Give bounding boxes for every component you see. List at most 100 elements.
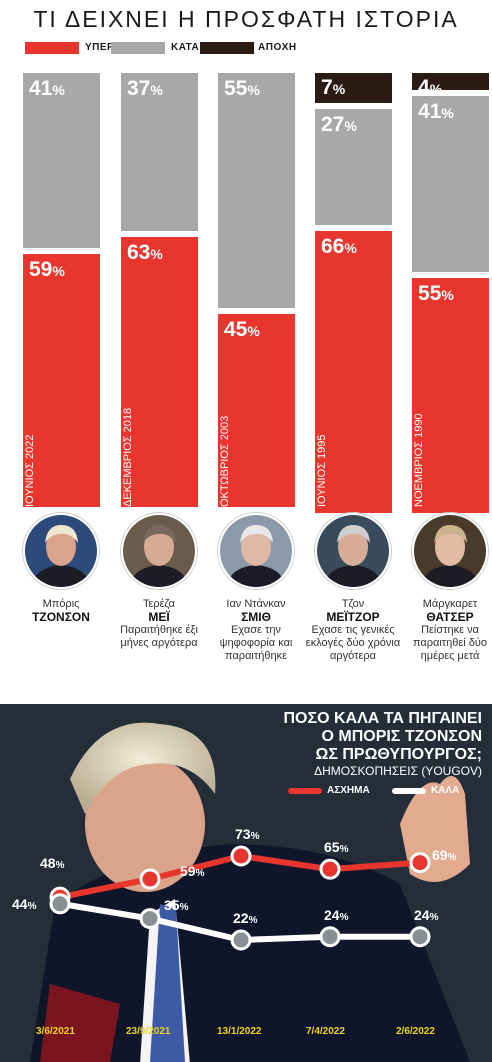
bar-value-percent: %: [247, 82, 260, 98]
panel-title-line-3: ΩΣ ΠΡΩΘΥΠΟΥΡΓΟΣ;: [315, 746, 483, 763]
person-first-name: Τερέζα: [142, 598, 176, 610]
bar-value-label: 55%: [418, 282, 454, 307]
person-last-name: ΜΕΪ: [148, 610, 170, 624]
person-caption: Τζον ΜΕΪΤΖΟΡ Εχασε τις γενικές εκλογές δύο…: [305, 598, 401, 663]
point-good: [230, 929, 252, 951]
point-value-percent: %: [447, 851, 457, 863]
bar-value-number: 63: [127, 241, 151, 265]
point-bad: [319, 858, 341, 880]
bar-date-label: ΙΟΥΝΙΟΣ 2022: [24, 434, 36, 507]
bar-value-percent: %: [344, 239, 357, 256]
point-value-number: 35: [164, 896, 180, 913]
point-value-percent: %: [250, 831, 260, 842]
legend-swatch-abstain: [200, 42, 254, 54]
bar-segment-no: 55%: [218, 73, 295, 309]
person-last-name: ΘΑΤΣΕΡ: [426, 610, 474, 624]
legend-label-no: ΚΑΤΑ: [171, 42, 200, 53]
bar-value-percent: %: [441, 105, 454, 122]
bar-value-percent: %: [247, 323, 260, 340]
bar-value-label: 41%: [29, 77, 65, 102]
bar-value-number: 7: [321, 76, 333, 99]
person-note: Εχασε τις γενικές εκλογές δύο χρόνια αργ…: [305, 624, 401, 662]
point-value-percent: %: [248, 915, 258, 926]
point-value-percent: %: [339, 844, 349, 856]
point-value-percent: %: [179, 901, 189, 913]
panel-subtitle: ΔΗΜΟΣΚΟΠΗΣΕΙΣ (YOUGOV): [314, 764, 482, 778]
legend-swatch-good: [392, 788, 426, 794]
history-chart-panel: ΤΙ ΔΕΙΧΝΕΙ Η ΠΡΟΣΦΑΤΗ ΙΣΤΟΡΙΑ ΥΠΕΡ ΚΑΤΑ …: [13, 6, 492, 663]
point-good: [139, 908, 161, 930]
bar-value-label: 37%: [127, 77, 163, 102]
person-caption: Ιαν Ντάνκαν ΣΜΙΘ Εχασε την ψηφοφορία και π…: [208, 598, 304, 663]
bar-value-percent: %: [332, 81, 346, 97]
bar-segment-yes: 59%: [23, 254, 100, 507]
point-value-number: 24: [414, 906, 430, 923]
bar-date-label: ΙΟΥΝΙΟΣ 1995: [316, 434, 328, 507]
point-value-number: 59: [180, 863, 196, 880]
point-bad: [409, 852, 431, 874]
point-value-label: 48%: [40, 855, 64, 871]
bar-segment-yes: 63%: [121, 237, 198, 507]
point-value-label: 59%: [180, 863, 204, 879]
person-caption: Μάργκαρετ ΘΑΤΣΕΡ Πείστηκε να παραιτηθεί δύ…: [402, 598, 492, 663]
point-value-number: 65: [324, 839, 340, 856]
bar-date-label: ΔΕΚΕΜΒΡΙΟΣ 2018: [122, 407, 134, 507]
person-last-name: ΣΜΙΘ: [241, 610, 271, 624]
point-value-number: 22: [233, 910, 249, 926]
portrait-photo: [412, 513, 488, 589]
bar-segment-yes: 66%: [315, 230, 392, 513]
person-caption: Τερέζα ΜΕΪ Παραιτήθηκε έξι μήνες αργότερα: [111, 598, 207, 650]
point-value-percent: %: [195, 868, 205, 880]
x-axis-date-label: 2/6/2022: [396, 1026, 435, 1037]
bar-value-label: 66%: [321, 235, 357, 260]
bar-value-percent: %: [52, 82, 65, 98]
bar-value-number: 41: [418, 100, 442, 124]
legend-label-yes: ΥΠΕΡ: [85, 42, 115, 53]
bar-value-percent: %: [344, 117, 357, 134]
x-axis-date-label: 23/9/2021: [126, 1026, 171, 1037]
point-value-number: 24: [324, 906, 340, 923]
line-legend: ΑΣΧΗΜΑ ΚΑΛΑ: [282, 785, 482, 799]
line-plot: [49, 845, 431, 951]
bar-value-percent: %: [429, 81, 443, 97]
bar-column: 41% 59% ΙΟΥΝΙΟΣ 2022: [23, 73, 100, 513]
bar-segment-no: 37%: [121, 73, 198, 232]
bar-value-label: 7%: [321, 76, 345, 101]
bar-value-number: 4: [418, 76, 430, 99]
bar-value-number: 66: [321, 234, 345, 258]
panel-title-line-2: Ο ΜΠΟΡΙΣ ΤΖΟΝΣΟΝ: [321, 728, 482, 745]
x-axis-date-label: 13/1/2022: [217, 1026, 262, 1037]
bar-value-number: 45: [224, 318, 248, 342]
portrait-photo: [218, 513, 294, 589]
person-first-name: Ιαν Ντάνκαν: [226, 598, 286, 610]
bar-value-label: 63%: [127, 241, 163, 266]
point-value-label: 35%: [164, 897, 188, 913]
point-value-number: 48: [40, 855, 56, 872]
point-value-percent: %: [55, 860, 65, 872]
person-first-name: Τζον: [341, 598, 365, 610]
point-value-label: 22%: [233, 910, 257, 926]
background-photo: [0, 704, 492, 1062]
bar-value-number: 41: [29, 77, 53, 100]
bar-column: 37% 63% ΔΕΚΕΜΒΡΙΟΣ 2018: [121, 73, 198, 513]
bar-date-label: ΟΚΤΩΒΡΙΟΣ 2003: [219, 415, 231, 507]
point-good: [49, 893, 71, 915]
bar-segment-no: 27%: [315, 108, 392, 225]
point-value-label: 44%: [12, 896, 36, 912]
person-last-name: ΜΕΪΤΖΟΡ: [326, 610, 380, 624]
person-last-name: ΤΖΟΝΣΟΝ: [32, 610, 90, 624]
point-bad: [230, 845, 252, 867]
bar-segment-yes: 55%: [412, 277, 489, 513]
bar-value-label: 45%: [224, 318, 260, 343]
bar-value-percent: %: [441, 286, 454, 303]
legend-swatch-yes: [25, 42, 79, 54]
person-caption: Μπόρις ΤΖΟΝΣΟΝ: [13, 598, 109, 624]
bar-value-label: 41%: [418, 100, 454, 125]
bar-value-number: 55: [224, 77, 248, 100]
point-value-number: 73: [235, 826, 251, 842]
bar-segment-abstain: 7%: [315, 73, 392, 103]
point-value-percent: %: [339, 911, 349, 923]
bar-column: 7% 27% 66% ΙΟΥΝΙΟΣ 1995: [315, 73, 392, 513]
portrait-photo: [315, 513, 391, 589]
point-value-number: 69: [432, 846, 448, 863]
